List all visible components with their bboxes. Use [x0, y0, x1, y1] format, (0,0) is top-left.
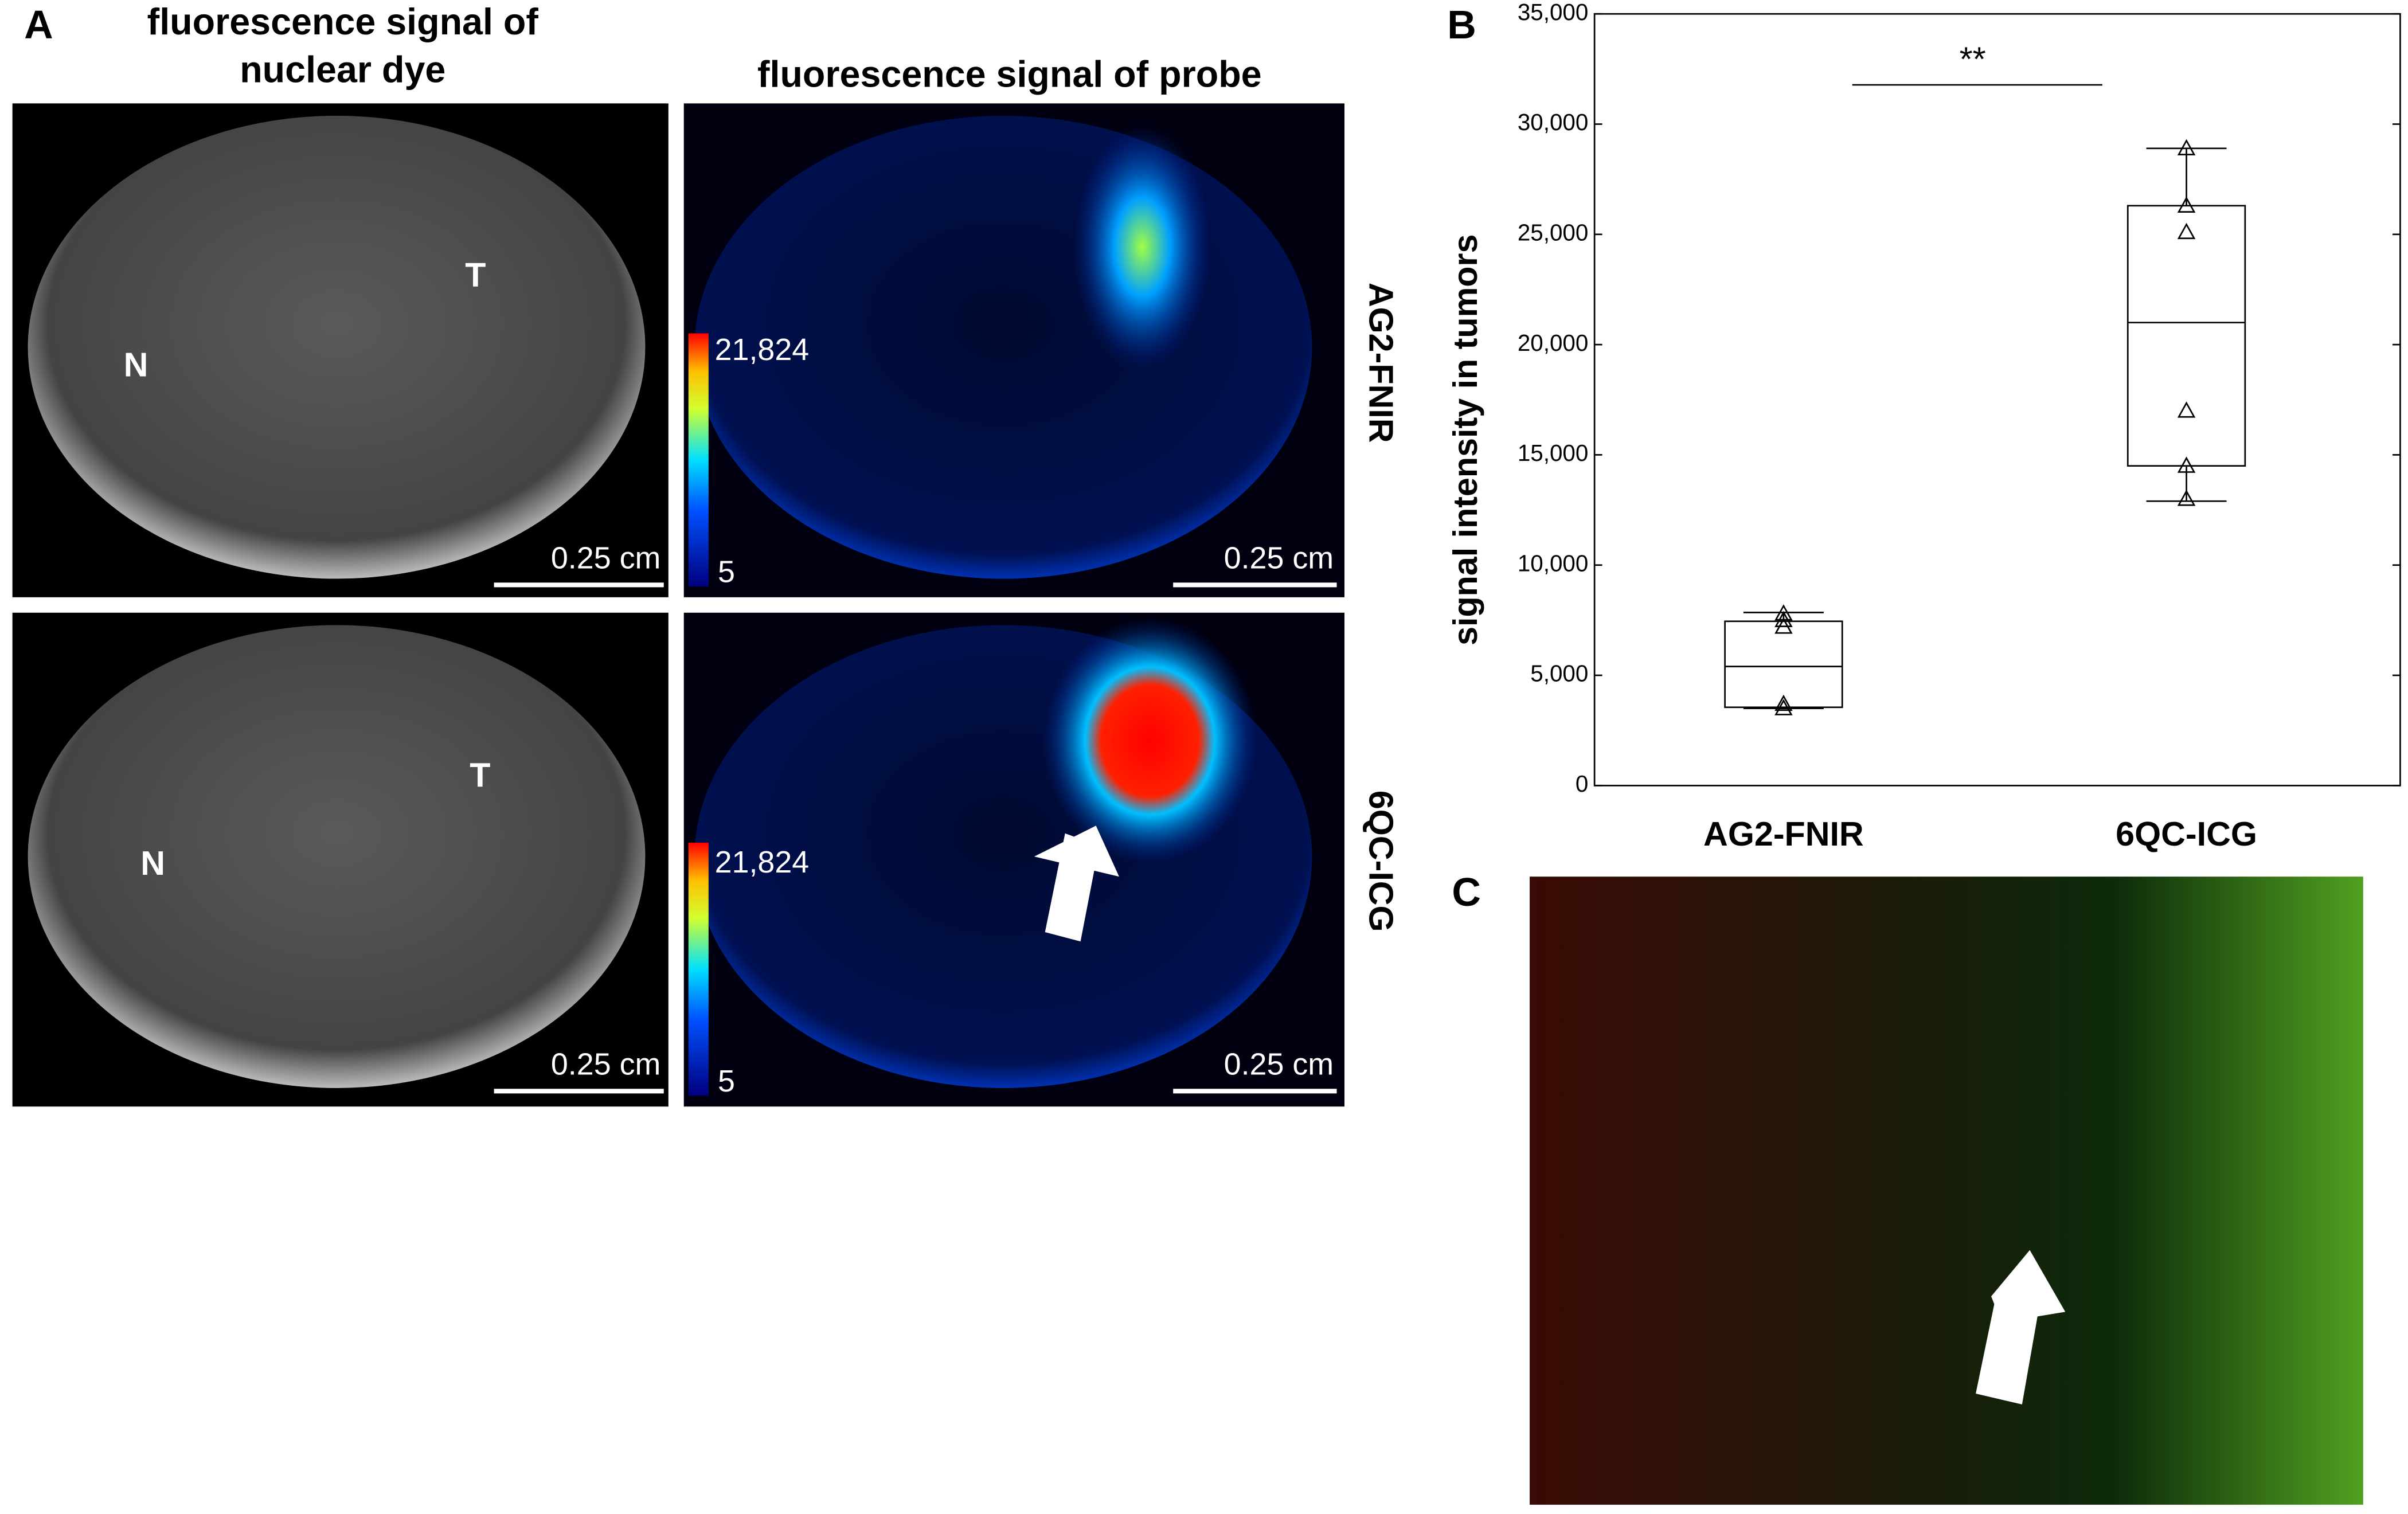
y-tick-label: 20,000 [1518, 330, 1589, 356]
colorbar [688, 333, 709, 587]
brain-section [28, 115, 646, 579]
data-point [2177, 139, 2196, 155]
data-point [2177, 456, 2196, 473]
data-point [1774, 699, 1793, 715]
x-tick-label: 6QC-ICG [2116, 815, 2257, 853]
column-title: fluorescence signal of [147, 1, 539, 42]
scale-bar-label: 0.25 cm [1224, 541, 1334, 575]
y-axis-label: signal intensity in tumors [1446, 234, 1484, 645]
column-title: nuclear dye [240, 49, 445, 91]
y-tick-label: 10,000 [1518, 550, 1589, 576]
panel-a: A fluorescence signal of nuclear dye flu… [12, 1, 1401, 1107]
y-tick-label: 35,000 [1518, 0, 1589, 25]
panel-label: A [24, 2, 53, 47]
region-label: T [465, 256, 486, 294]
micrograph [1530, 877, 2363, 1505]
panel-label: C [1452, 870, 1481, 914]
colorbar-label: 5 [718, 1064, 735, 1098]
scale-bar-label: 0.25 cm [1224, 1047, 1334, 1081]
data-point [2177, 490, 2196, 506]
y-tick-label: 25,000 [1518, 219, 1589, 245]
probe-signal [1073, 123, 1212, 371]
panel-label: B [1447, 2, 1476, 47]
data-point [1774, 611, 1793, 627]
colorbar-label: 21,824 [715, 845, 810, 879]
data-point [1774, 617, 1793, 634]
y-tick-label: 0 [1576, 770, 1588, 797]
probe-signal [1042, 617, 1258, 864]
colorbar [688, 842, 709, 1096]
data-point [2177, 196, 2196, 213]
region-label: N [140, 844, 165, 882]
annotation: ** [1960, 40, 1986, 78]
arrow [1034, 826, 1119, 877]
y-tick-label: 30,000 [1518, 109, 1589, 135]
colorbar-label: 5 [718, 555, 735, 589]
arrow [1976, 1250, 2066, 1405]
column-title: fluorescence signal of probe [757, 54, 1262, 95]
row-label: 6QC-ICG [1362, 791, 1401, 932]
box [1724, 620, 1843, 709]
colorbar-label: 21,824 [715, 332, 810, 367]
box [2126, 205, 2246, 467]
scale-bar-label: 0.25 cm [551, 1047, 660, 1081]
x-tick-label: AG2-FNIR [1703, 815, 1864, 853]
plot-frame [1593, 13, 2401, 787]
y-tick-label: 15,000 [1518, 440, 1589, 466]
region-label: T [470, 756, 490, 794]
y-tick-label: 5,000 [1530, 660, 1588, 687]
box-plot: signal intensity in tumors ** 0 5,000 10,0… [1446, 0, 2401, 853]
scale-bar-label: 0.25 cm [551, 541, 660, 575]
data-point [2177, 401, 2196, 418]
brain-section [28, 625, 646, 1088]
region-label: N [124, 345, 148, 384]
data-point [1774, 694, 1793, 711]
row-label: AG2-FNIR [1362, 283, 1401, 443]
data-point [2177, 222, 2196, 240]
